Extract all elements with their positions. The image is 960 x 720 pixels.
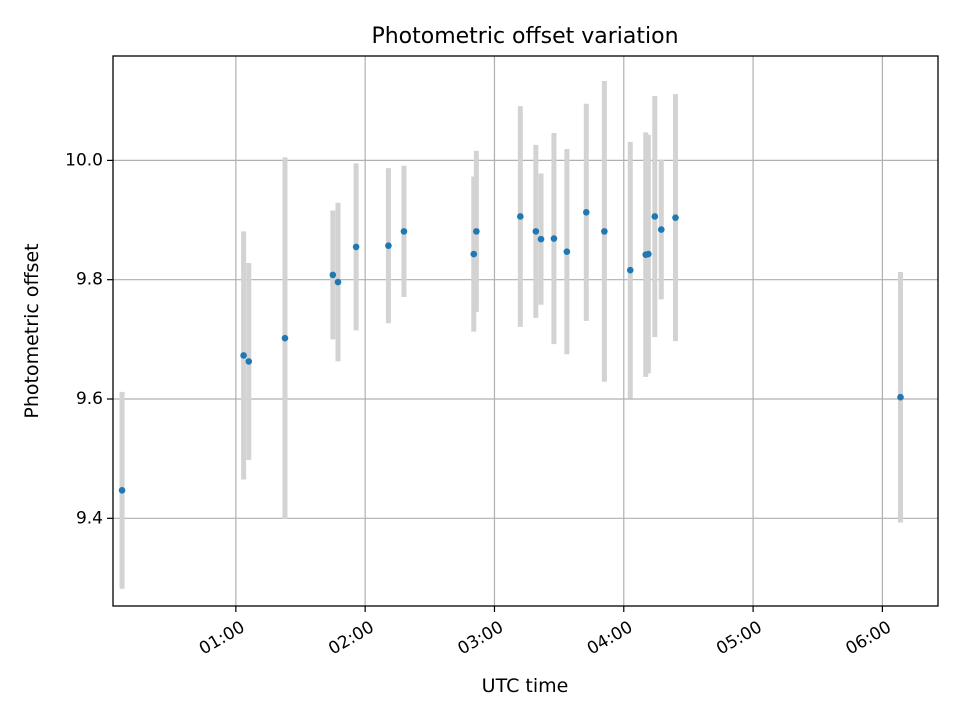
data-point: [550, 235, 558, 242]
plot-frame: [112, 55, 939, 607]
data-point: [601, 228, 608, 235]
data-point: [532, 228, 540, 235]
data-point: [517, 213, 524, 220]
y-tick-label: 9.8: [76, 270, 103, 290]
chart-title: Photometric offset variation: [371, 24, 678, 49]
data-point: [537, 235, 545, 243]
data-point: [672, 214, 679, 221]
data-point: [626, 266, 634, 274]
y-tick-label: 10.0: [65, 150, 103, 170]
data-point: [473, 228, 480, 235]
data-point: [651, 213, 659, 220]
plot-area: [113, 56, 938, 606]
y-axis-ticks: 9.4 9.6 9.8 10.0: [65, 150, 113, 528]
data-point: [240, 352, 247, 359]
data-point: [385, 242, 392, 249]
data-point: [329, 271, 337, 279]
data-point: [400, 228, 408, 235]
data-point: [645, 250, 652, 258]
x-axis-label: UTC time: [482, 675, 569, 697]
data-point: [281, 334, 289, 342]
data-point: [897, 393, 904, 401]
data-point: [118, 486, 126, 494]
data-point: [470, 250, 478, 258]
data-point: [334, 278, 342, 286]
y-tick-label: 9.4: [76, 508, 103, 528]
data-points: [118, 208, 904, 494]
data-point: [352, 243, 360, 251]
data-point: [657, 226, 665, 233]
data-point: [563, 248, 571, 255]
data-point: [245, 358, 253, 365]
data-point: [582, 208, 590, 216]
y-axis-label: Photometric offset: [21, 243, 43, 418]
y-tick-label: 9.6: [76, 389, 103, 409]
